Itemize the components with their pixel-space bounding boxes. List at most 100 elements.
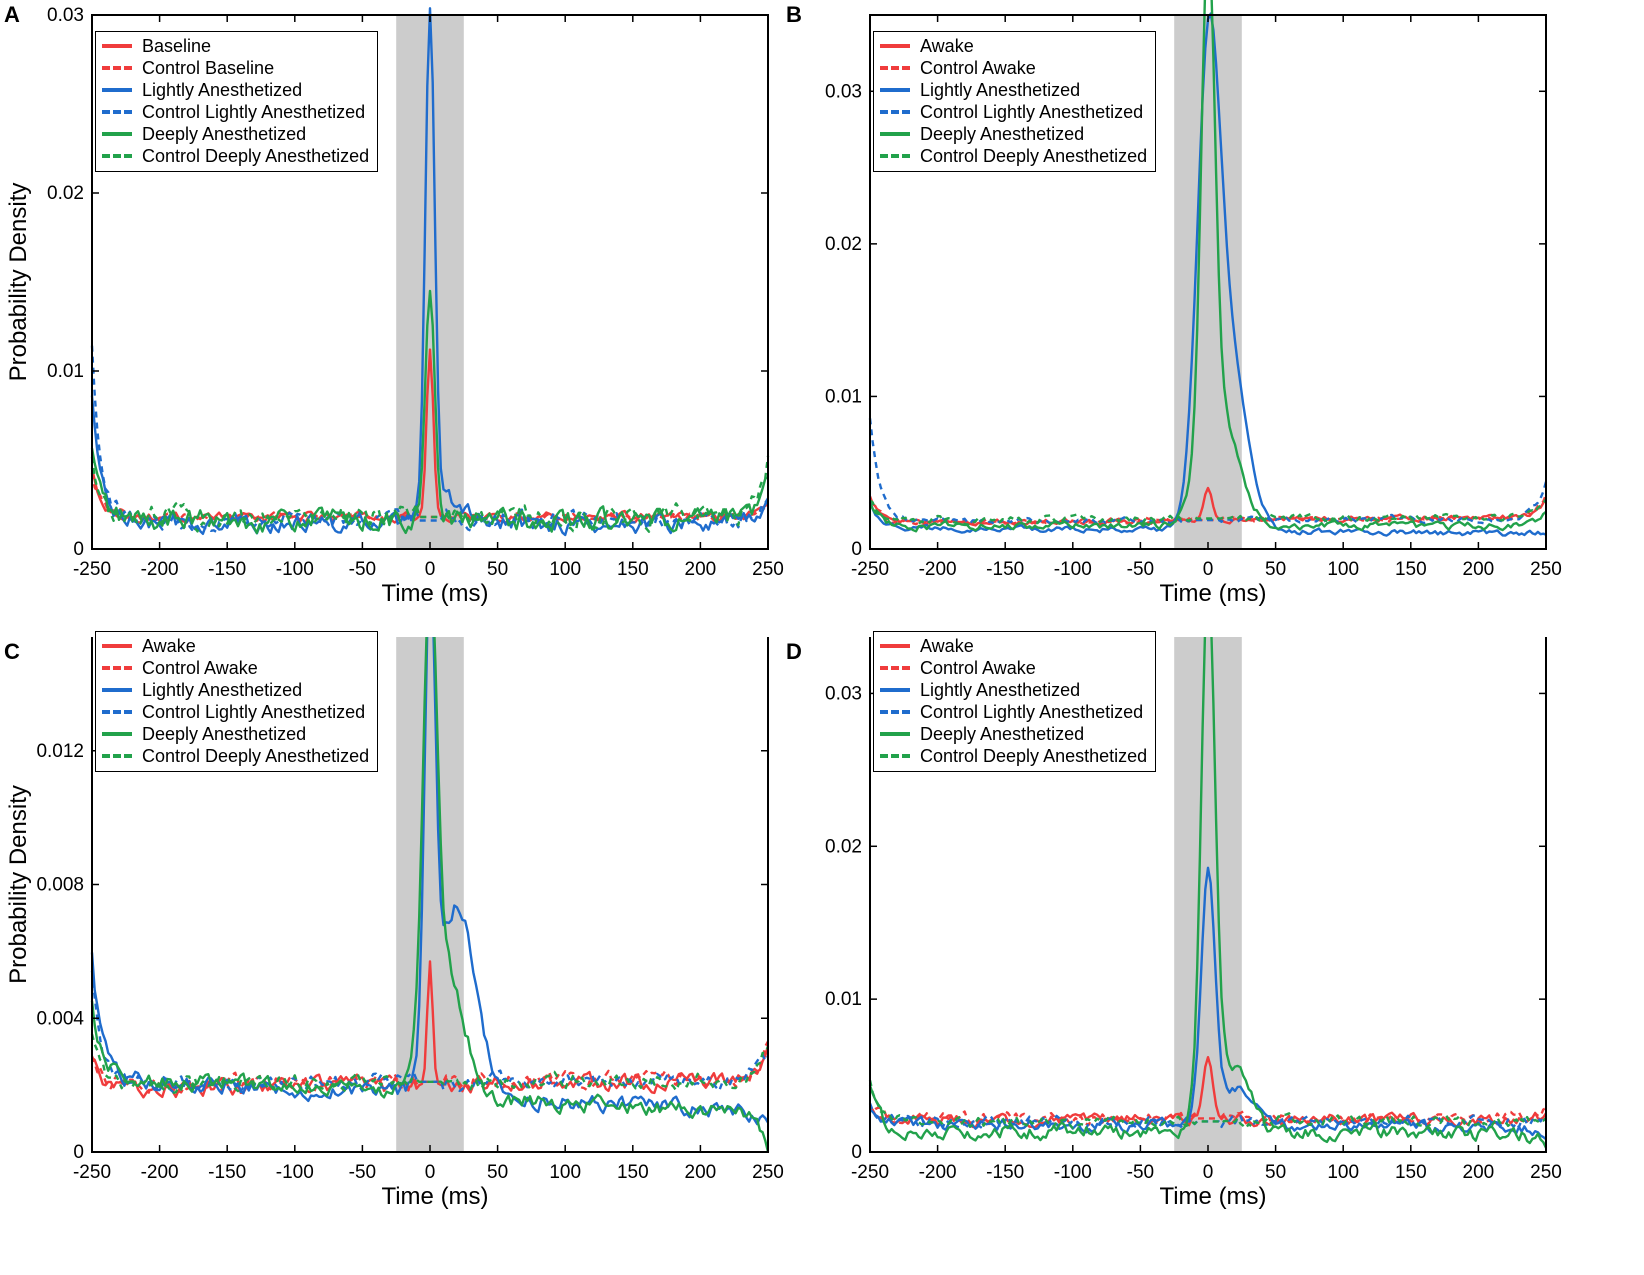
legend-label: Deeply Anesthetized <box>142 724 307 744</box>
legend-item: Awake <box>880 35 1147 57</box>
x-tick-label: -200 <box>141 1162 179 1183</box>
legend-swatch <box>880 44 910 48</box>
x-axis-label: Time (ms) <box>381 580 488 607</box>
legend-item: Control Lightly Anesthetized <box>102 101 369 123</box>
legend-label: Deeply Anesthetized <box>142 124 307 144</box>
legend-label: Baseline <box>142 36 212 56</box>
legend-item: Deeply Anesthetized <box>102 723 369 745</box>
legend-item: Baseline <box>102 35 369 57</box>
chart-svg: -250 -200 -150 -100 -50 0 50 100 150 200 250 0 0.01 0… <box>5 5 784 607</box>
legend-item: Lightly Anesthetized <box>880 679 1147 701</box>
legend-swatch <box>102 732 132 736</box>
legend-item: Control Deeply Anesthetized <box>880 745 1147 767</box>
x-tick-label: 250 <box>752 559 784 580</box>
legend-swatch <box>880 732 910 736</box>
legend-label: Lightly Anesthetized <box>920 680 1081 700</box>
shaded-region <box>396 637 464 1152</box>
legend-label: Lightly Anesthetized <box>142 80 303 100</box>
legend-label: Lightly Anesthetized <box>920 80 1081 100</box>
x-tick-label: 0 <box>1203 1162 1214 1183</box>
legend-label: Control Baseline <box>142 58 275 78</box>
legend-label: Control Awake <box>142 658 258 678</box>
legend-label: Deeply Anesthetized <box>920 124 1085 144</box>
series-line-2 <box>868 1103 1547 1126</box>
x-axis-label: Time (ms) <box>1159 1183 1266 1210</box>
y-tick-label: 0.004 <box>36 1008 84 1029</box>
series-line-4 <box>90 345 770 534</box>
chart-svg: -250 -200 -150 -100 -50 0 50 100 150 200 250 0 0.01 0… <box>825 0 1562 607</box>
x-tick-label: -200 <box>919 1162 957 1183</box>
legend-item: Deeply Anesthetized <box>880 723 1147 745</box>
legend-item: Control Lightly Anesthetized <box>880 101 1147 123</box>
legend-label: Awake <box>920 36 974 56</box>
legend-item: Control Lightly Anesthetized <box>102 701 369 723</box>
legend-swatch <box>102 644 132 648</box>
x-tick-label: -250 <box>73 559 111 580</box>
legend-label: Control Lightly Anesthetized <box>142 702 366 722</box>
x-tick-label: 100 <box>549 559 581 580</box>
panel-a: A -250 -200 -150 -100 -50 0 50 100 150 200 250 0 0.0… <box>0 0 822 637</box>
legend-swatch <box>102 44 132 48</box>
x-tick-label: -250 <box>851 559 889 580</box>
legend-swatch <box>102 66 132 70</box>
series-line-3 <box>90 637 770 1126</box>
x-tick-label: -100 <box>276 559 314 580</box>
series-line-1 <box>91 960 770 1099</box>
y-tick-label: 0.02 <box>825 836 862 857</box>
legend-swatch <box>102 132 132 136</box>
legend-item: Control Awake <box>880 57 1147 79</box>
x-tick-label: 200 <box>685 1162 717 1183</box>
series-line-6 <box>868 1079 1547 1130</box>
x-tick-label: 250 <box>1530 1162 1562 1183</box>
y-tick-label: 0.03 <box>825 81 862 102</box>
x-tick-label: -50 <box>1127 559 1154 580</box>
legend-item: Control Baseline <box>102 57 369 79</box>
y-tick-label: 0.008 <box>36 875 84 896</box>
legend-item: Lightly Anesthetized <box>880 79 1147 101</box>
legend-swatch <box>102 688 132 692</box>
legend-label: Awake <box>920 636 974 656</box>
series-line-6 <box>90 455 770 533</box>
y-tick-label: 0.02 <box>825 234 862 255</box>
legend: Awake Control Awake Lightly Anesthetized… <box>873 631 1157 772</box>
legend-item: Lightly Anesthetized <box>102 679 369 701</box>
legend-label: Control Deeply Anesthetized <box>142 746 370 766</box>
legend-item: Control Awake <box>880 657 1147 679</box>
legend-item: Control Awake <box>102 657 369 679</box>
legend-label: Control Deeply Anesthetized <box>142 146 370 166</box>
chart-svg: -250 -200 -150 -100 -50 0 50 100 150 200 250 0 0.01 0… <box>825 637 1562 1210</box>
x-tick-label: 150 <box>1395 1162 1427 1183</box>
x-tick-label: 50 <box>487 559 508 580</box>
legend: Awake Control Awake Lightly Anesthetized… <box>873 31 1157 172</box>
legend-swatch <box>880 88 910 92</box>
legend-swatch <box>880 110 910 114</box>
x-tick-label: -100 <box>1054 559 1092 580</box>
y-axis-label: Probability Density <box>5 785 32 984</box>
legend-item: Control Lightly Anesthetized <box>880 701 1147 723</box>
x-tick-label: -250 <box>851 1162 889 1183</box>
x-tick-label: 200 <box>1463 1162 1495 1183</box>
legend-swatch <box>880 644 910 648</box>
x-tick-label: -150 <box>208 559 246 580</box>
x-tick-label: 100 <box>1327 559 1359 580</box>
y-tick-label: 0.01 <box>825 386 862 407</box>
y-axis-label: Probability Density <box>5 183 32 382</box>
legend-item: Control Deeply Anesthetized <box>102 145 369 167</box>
legend-swatch <box>102 754 132 758</box>
x-tick-label: 150 <box>617 1162 649 1183</box>
legend-label: Deeply Anesthetized <box>920 724 1085 744</box>
x-tick-label: 0 <box>425 559 436 580</box>
panel-label: C <box>4 639 20 664</box>
x-tick-label: 100 <box>549 1162 581 1183</box>
legend-label: Control Lightly Anesthetized <box>142 102 366 122</box>
legend-label: Lightly Anesthetized <box>142 680 303 700</box>
series-line-5 <box>868 637 1548 1149</box>
legend-swatch <box>880 666 910 670</box>
x-tick-label: 250 <box>752 1162 784 1183</box>
series-line-5 <box>90 637 770 1153</box>
x-tick-label: -250 <box>73 1162 111 1183</box>
panel-label: A <box>4 2 20 27</box>
legend-swatch <box>102 710 132 714</box>
y-tick-label: 0 <box>73 539 84 560</box>
